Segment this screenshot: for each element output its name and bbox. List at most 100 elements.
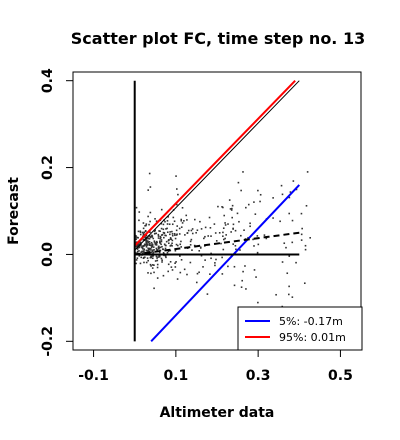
data-point: [150, 249, 152, 251]
data-point: [154, 242, 157, 245]
data-point: [147, 259, 149, 262]
legend-label-95-percent: 95%: 0.01m: [279, 331, 346, 344]
data-point: [140, 256, 143, 259]
data-point: [166, 227, 168, 230]
x-tick-label: 0.3: [246, 368, 271, 384]
data-point: [157, 256, 160, 258]
data-point: [183, 220, 185, 222]
line-blue-5: [150, 184, 301, 343]
data-point: [162, 248, 165, 251]
data-point: [149, 247, 152, 250]
data-point: [194, 218, 196, 221]
data-point: [295, 261, 297, 264]
data-point: [164, 255, 167, 257]
data-point: [137, 230, 140, 233]
data-point: [180, 240, 182, 243]
data-point: [185, 214, 188, 217]
data-point: [222, 235, 224, 238]
plot-frame: [72, 71, 362, 351]
data-point: [169, 233, 171, 236]
data-point: [149, 256, 152, 259]
data-point: [152, 237, 155, 240]
data-point: [215, 258, 217, 261]
data-point: [157, 235, 160, 237]
data-point: [265, 237, 268, 240]
data-point: [256, 235, 259, 237]
data-point: [135, 252, 137, 254]
data-point: [158, 256, 161, 258]
data-point: [207, 235, 210, 237]
data-point: [233, 265, 236, 268]
data-point: [253, 201, 255, 203]
data-point: [288, 285, 290, 288]
data-point: [179, 255, 181, 257]
data-point: [175, 234, 178, 236]
data-point: [150, 272, 152, 275]
data-point: [159, 242, 161, 244]
data-point: [173, 220, 176, 223]
data-point: [208, 216, 211, 219]
data-point: [138, 255, 141, 257]
data-point: [230, 231, 232, 233]
data-point: [191, 249, 193, 251]
legend-box: [237, 306, 363, 351]
data-point: [289, 191, 292, 193]
data-point: [217, 205, 219, 208]
data-point: [149, 235, 151, 238]
data-point: [142, 227, 145, 230]
data-point: [240, 234, 242, 237]
data-point: [155, 248, 158, 250]
data-point: [153, 230, 156, 233]
data-point: [222, 238, 225, 241]
data-point: [218, 232, 221, 234]
data-point: [180, 259, 183, 261]
data-point: [159, 237, 162, 240]
data-point: [300, 239, 303, 241]
data-point: [147, 237, 150, 240]
data-point: [224, 222, 226, 224]
data-point: [183, 268, 186, 271]
data-point: [306, 171, 309, 173]
data-point: [242, 270, 244, 273]
data-point: [136, 248, 139, 250]
data-point: [159, 240, 161, 243]
data-point: [189, 240, 192, 243]
data-point: [170, 244, 172, 247]
data-point: [153, 287, 155, 290]
data-point: [162, 223, 165, 226]
data-point: [171, 239, 174, 242]
data-point: [148, 244, 151, 247]
data-point: [203, 237, 205, 240]
data-point: [158, 251, 161, 254]
data-point: [174, 234, 176, 237]
data-point: [220, 242, 222, 245]
x-axis-label: Altimeter data: [160, 405, 275, 421]
data-point: [206, 293, 209, 295]
data-point: [139, 241, 142, 244]
y-tick-label: 0.2: [40, 155, 56, 180]
data-point: [291, 241, 294, 244]
y-tick-label: -0.2: [40, 326, 56, 357]
data-point: [204, 235, 206, 238]
data-point: [214, 232, 217, 234]
data-point: [165, 256, 167, 259]
data-point: [145, 241, 148, 244]
data-point: [150, 265, 152, 267]
data-point: [153, 233, 156, 235]
data-point: [236, 212, 239, 215]
data-point: [167, 270, 170, 273]
data-point: [155, 255, 158, 258]
data-point: [153, 249, 155, 251]
data-point: [159, 236, 162, 239]
data-point: [176, 278, 179, 280]
data-point: [157, 248, 160, 250]
data-point: [137, 243, 140, 245]
data-point: [167, 242, 170, 245]
data-point: [160, 243, 162, 246]
data-point: [279, 220, 281, 223]
data-point: [135, 241, 138, 243]
legend: 5%: -0.17m 95%: 0.01m: [237, 306, 363, 351]
y-tick-label: 0.4: [40, 68, 56, 93]
data-point: [233, 284, 236, 287]
